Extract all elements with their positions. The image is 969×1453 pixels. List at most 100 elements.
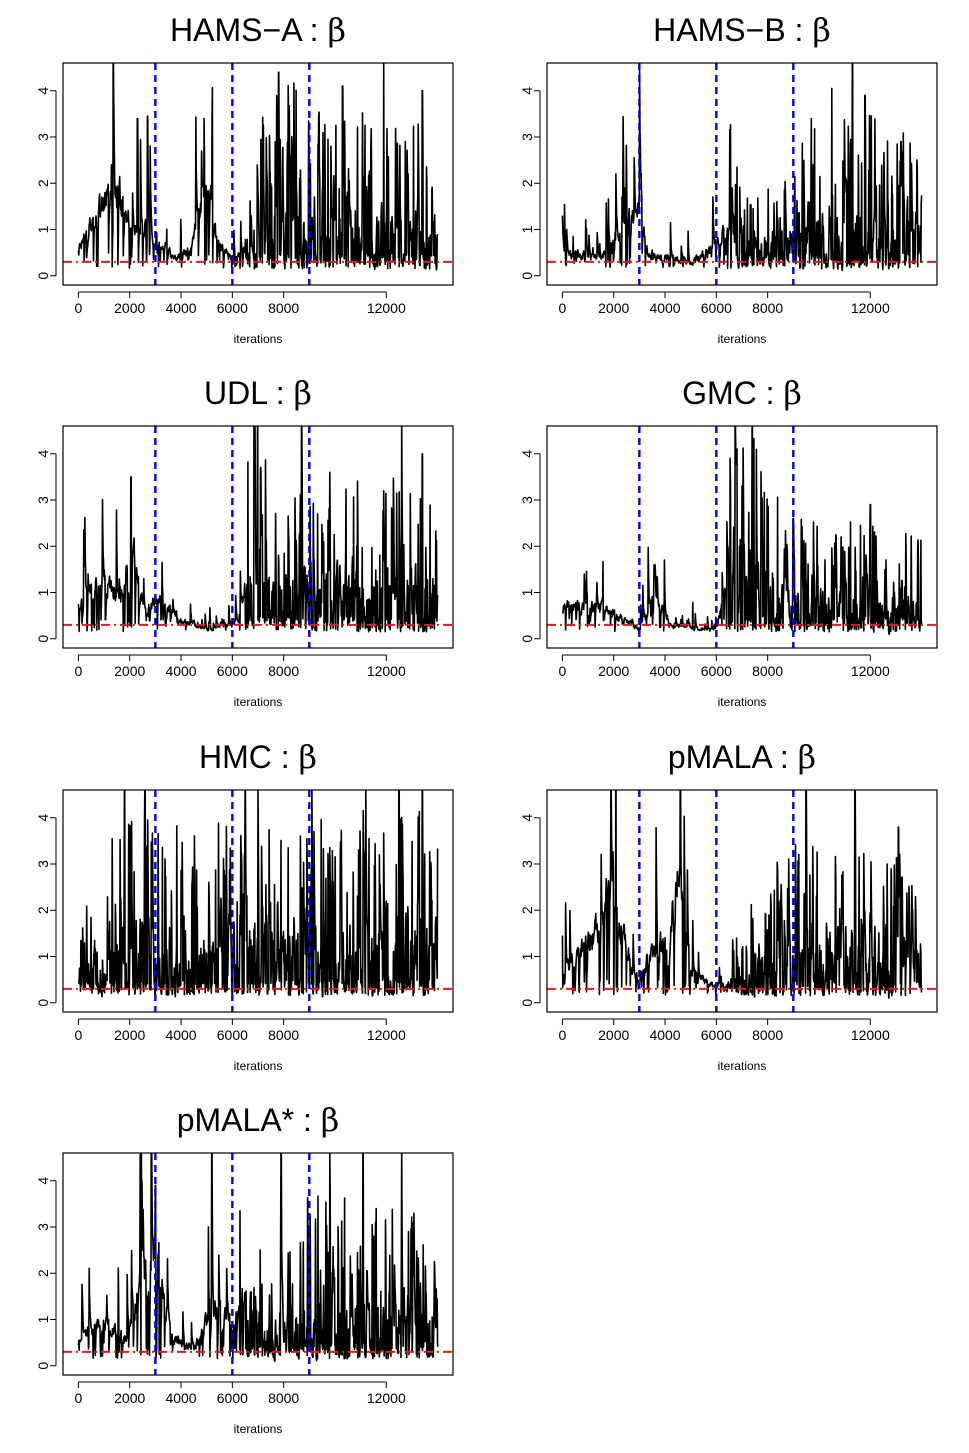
panel-title: HAMS−B : β <box>653 11 831 49</box>
y-tick-label: 2 <box>35 179 51 187</box>
trace-line <box>561 63 923 272</box>
x-tick-label: 4000 <box>165 1390 196 1406</box>
panel-title-method: HAMS−B : <box>653 12 812 48</box>
panel-title-method: UDL : <box>204 375 294 411</box>
plot-region <box>547 790 937 1012</box>
x-tick-label: 8000 <box>752 663 783 679</box>
x-tick-label: 6000 <box>701 1027 732 1043</box>
x-tick-label: 12000 <box>367 663 406 679</box>
panel-title-method: pMALA : <box>668 739 798 775</box>
y-tick-label: 0 <box>519 272 535 280</box>
x-axis: 0 2000 4000 6000 8000 12000 <box>74 1018 406 1043</box>
trace-panel-3: UDL : β 0 2000 4000 6000 8000 12000 iterations 0… <box>35 374 454 709</box>
trace-panel-7: pMALA* : β 0 2000 4000 6000 8000 12000 iteratio… <box>35 1101 454 1436</box>
panel-title-symbol: β <box>294 374 313 412</box>
x-tick-label: 0 <box>558 300 566 316</box>
y-tick-label: 3 <box>35 1223 51 1231</box>
x-tick-label: 2000 <box>114 1027 145 1043</box>
x-axis: 0 2000 4000 6000 8000 12000 <box>558 654 890 679</box>
y-tick-label: 4 <box>35 450 51 458</box>
x-tick-label: 12000 <box>851 663 890 679</box>
y-tick-label: 2 <box>35 1269 51 1277</box>
x-axis: 0 2000 4000 6000 8000 12000 <box>558 291 890 316</box>
panel-title-symbol: β <box>783 374 802 412</box>
trace-line <box>77 790 439 998</box>
y-tick-label: 1 <box>35 952 51 960</box>
x-tick-label: 6000 <box>217 1390 248 1406</box>
x-axis-label: iterations <box>234 1059 283 1073</box>
y-axis: 0 1 2 3 4 <box>35 450 57 643</box>
panel-title-symbol: β <box>321 1101 340 1139</box>
x-tick-label: 2000 <box>114 1390 145 1406</box>
x-tick-label: 0 <box>74 300 82 316</box>
x-axis-label: iterations <box>234 695 283 709</box>
trace-panel-5: HMC : β 0 2000 4000 6000 8000 12000 iterations 0… <box>35 738 454 1073</box>
trace-line <box>561 790 923 999</box>
y-tick-label: 3 <box>519 496 535 504</box>
x-tick-label: 2000 <box>598 1027 629 1043</box>
trace-line <box>561 426 923 635</box>
x-tick-label: 12000 <box>367 300 406 316</box>
y-tick-label: 3 <box>35 860 51 868</box>
trace-line <box>77 426 439 633</box>
y-tick-label: 2 <box>519 179 535 187</box>
y-tick-label: 4 <box>519 87 535 95</box>
x-tick-label: 4000 <box>649 300 680 316</box>
x-tick-label: 8000 <box>268 663 299 679</box>
y-tick-label: 2 <box>519 542 535 550</box>
y-tick-label: 3 <box>35 133 51 141</box>
y-tick-label: 1 <box>519 225 535 233</box>
x-tick-label: 12000 <box>367 1390 406 1406</box>
x-axis: 0 2000 4000 6000 8000 12000 <box>74 1381 406 1406</box>
trace-panel-1: HAMS−A : β 0 2000 4000 6000 8000 12000 iteratio… <box>35 11 454 346</box>
plot-region <box>547 426 937 648</box>
y-axis: 0 1 2 3 4 <box>35 814 57 1007</box>
plot-frame <box>546 425 938 649</box>
x-tick-label: 6000 <box>217 663 248 679</box>
x-tick-label: 12000 <box>367 1027 406 1043</box>
panel-title-method: GMC : <box>682 375 783 411</box>
y-tick-label: 0 <box>35 272 51 280</box>
trace-panel-6: pMALA : β 0 2000 4000 6000 8000 12000 iteration… <box>519 738 938 1073</box>
y-axis: 0 1 2 3 4 <box>519 814 541 1007</box>
y-tick-label: 0 <box>35 635 51 643</box>
y-tick-label: 1 <box>35 588 51 596</box>
plot-region <box>63 790 453 1012</box>
y-tick-label: 4 <box>35 1177 51 1185</box>
x-tick-label: 4000 <box>165 300 196 316</box>
x-tick-label: 4000 <box>165 1027 196 1043</box>
x-tick-label: 12000 <box>851 300 890 316</box>
plot-region <box>63 63 453 285</box>
plot-frame <box>546 789 938 1013</box>
x-tick-label: 4000 <box>649 1027 680 1043</box>
x-axis: 0 2000 4000 6000 8000 12000 <box>74 291 406 316</box>
y-tick-label: 0 <box>35 999 51 1007</box>
y-tick-label: 4 <box>35 814 51 822</box>
y-tick-label: 2 <box>519 906 535 914</box>
y-tick-label: 3 <box>35 496 51 504</box>
panel-title-method: pMALA* : <box>177 1102 321 1138</box>
panel-title-symbol: β <box>812 11 831 49</box>
plot-region <box>63 1153 453 1375</box>
panel-title: pMALA : β <box>668 738 816 776</box>
plot-region <box>63 426 453 648</box>
y-tick-label: 3 <box>519 133 535 141</box>
plot-frame <box>62 789 454 1013</box>
plot-region <box>547 63 937 285</box>
x-tick-label: 6000 <box>701 663 732 679</box>
panel-title: GMC : β <box>682 374 802 412</box>
y-tick-label: 4 <box>35 87 51 95</box>
x-tick-label: 6000 <box>217 1027 248 1043</box>
y-axis: 0 1 2 3 4 <box>35 1177 57 1370</box>
y-tick-label: 1 <box>35 1315 51 1323</box>
y-tick-label: 0 <box>519 999 535 1007</box>
panel-title-method: HMC : <box>199 739 299 775</box>
y-tick-label: 4 <box>519 814 535 822</box>
x-tick-label: 4000 <box>649 663 680 679</box>
x-axis: 0 2000 4000 6000 8000 12000 <box>74 654 406 679</box>
y-tick-label: 0 <box>519 635 535 643</box>
plot-frame <box>546 62 938 286</box>
panel-title: HAMS−A : β <box>170 11 346 49</box>
y-tick-label: 3 <box>519 860 535 868</box>
